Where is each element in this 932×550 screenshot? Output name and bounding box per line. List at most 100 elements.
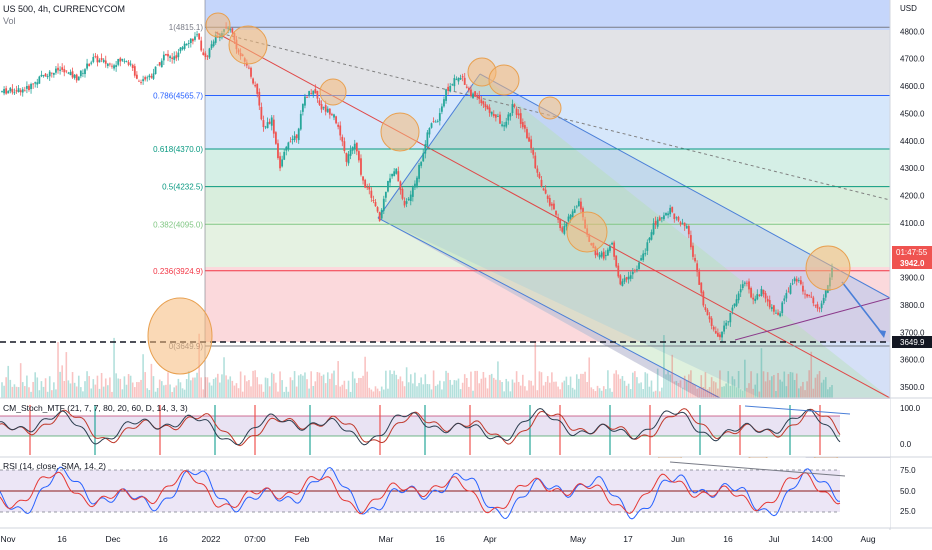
volume-bar (534, 340, 537, 398)
volume-bar (312, 385, 315, 398)
volume-bar (690, 370, 692, 398)
candle-body (1, 91, 3, 92)
candle-body (642, 253, 645, 261)
volume-bar (555, 381, 557, 398)
volume-bar (632, 372, 634, 398)
volume-bar (605, 389, 607, 398)
candle-body (524, 125, 526, 129)
volume-bar (94, 384, 97, 398)
candle-body (102, 59, 105, 62)
volume-bar (356, 382, 358, 398)
candle-body (737, 293, 740, 301)
volume-bar (416, 386, 418, 398)
candle-body (633, 270, 636, 272)
volume-bar (455, 380, 458, 398)
oscillator-line (0, 466, 841, 520)
candle-body (652, 223, 655, 235)
candle-body (173, 56, 176, 60)
candle-body (555, 210, 557, 215)
volume-bar (822, 379, 825, 398)
fib-label: 1(4815.1) (169, 23, 204, 32)
volume-bar (229, 376, 232, 398)
candle-body (449, 85, 452, 92)
candle-body (768, 300, 771, 308)
volume-bar (372, 391, 375, 398)
volume-bar (654, 390, 657, 398)
volume-bar (389, 370, 391, 398)
candle-body (422, 153, 425, 162)
volume-bar (273, 373, 275, 398)
candle-body (432, 121, 435, 123)
volume-bar (28, 387, 30, 398)
candle-body (457, 77, 460, 82)
volume-bar (113, 337, 115, 398)
volume-bar (262, 391, 265, 398)
volume-bar (434, 385, 437, 398)
volume-bar (474, 370, 476, 398)
pitchfork-handle (377, 73, 481, 219)
candle-body (538, 173, 541, 178)
candle-body (160, 60, 163, 68)
candle-body (692, 245, 694, 257)
volume-bar (337, 361, 339, 398)
candle-body (459, 77, 462, 80)
candle-body (92, 56, 95, 62)
volume-bar (513, 382, 516, 398)
candle-body (96, 56, 99, 63)
candle-body (324, 105, 327, 112)
candle-body (756, 294, 759, 300)
candle-body (7, 90, 10, 94)
price-tick: 4800.0 (900, 27, 925, 36)
channel-middle (378, 74, 890, 505)
volume-bar (760, 348, 763, 398)
volume-bar (165, 384, 167, 398)
volume-bar (428, 384, 431, 398)
volume-bar (692, 383, 694, 398)
volume-bar (173, 387, 176, 398)
candle-body (530, 139, 533, 149)
candle-body (192, 38, 194, 42)
volume-bar (200, 377, 202, 398)
volume-bar (42, 386, 45, 398)
volume-bar (569, 376, 572, 398)
volume-bar (420, 377, 422, 398)
candle-body (766, 298, 769, 302)
candle-body (353, 143, 356, 150)
volume-bar (401, 381, 404, 398)
candle-body (40, 74, 43, 77)
rsi-label: RSI (14, close, SMA, 14, 2) (3, 461, 106, 471)
candle-body (600, 252, 603, 257)
volume-bar (187, 371, 190, 398)
candle-body (619, 275, 622, 285)
volume-bar (719, 370, 721, 398)
volume-bar (436, 384, 439, 398)
time-tick: Nov (0, 534, 16, 544)
channel-upper (378, 74, 890, 398)
volume-bar (669, 374, 671, 398)
candle-body (295, 134, 298, 139)
candle-body (46, 76, 49, 78)
candle-body (63, 69, 66, 73)
volume-bar (573, 389, 576, 398)
candle-body (687, 226, 690, 235)
candle-body (82, 72, 84, 74)
candle-body (499, 114, 501, 124)
candle-body (125, 61, 128, 63)
candle-body (268, 121, 271, 124)
volume-bar (347, 380, 350, 398)
price-tick: 4600.0 (900, 82, 925, 91)
volume-bar (739, 389, 742, 398)
volume-bar (154, 391, 157, 398)
price-tick: 4200.0 (900, 192, 925, 201)
volume-label: Vol (3, 16, 16, 26)
volume-bar (7, 365, 10, 398)
candle-body (503, 125, 506, 127)
volume-bar (212, 378, 215, 398)
candle-body (646, 242, 649, 251)
volume-bar (750, 371, 752, 398)
volume-bar (640, 382, 642, 398)
volume-bar (169, 384, 171, 398)
time-tick: Apr (483, 534, 496, 544)
volume-bar (279, 371, 281, 398)
